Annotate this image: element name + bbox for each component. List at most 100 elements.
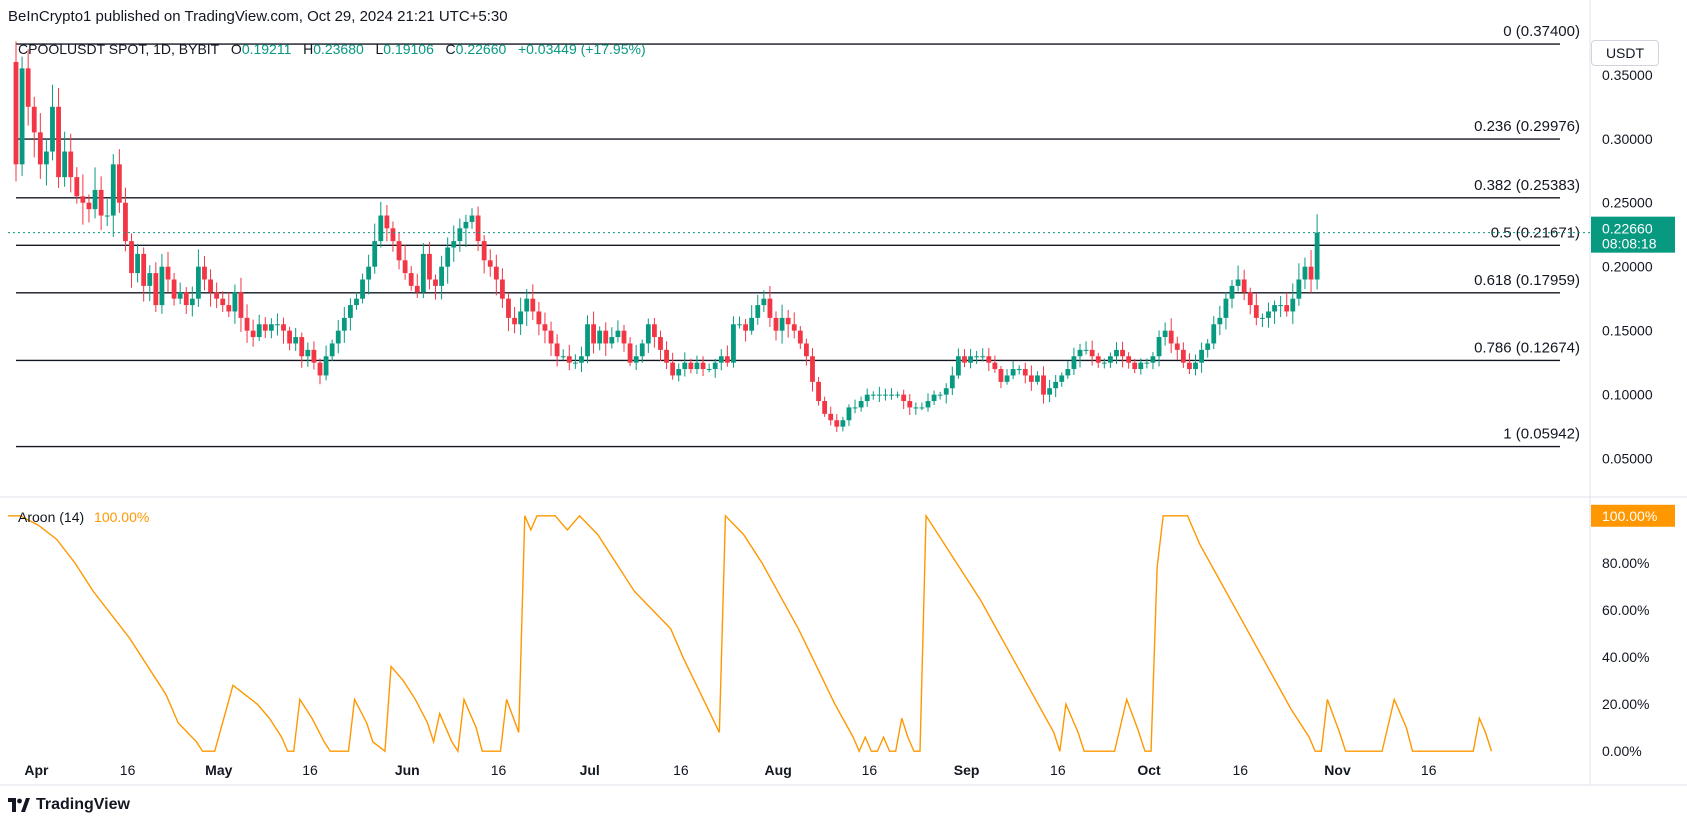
candle-body — [141, 253, 147, 286]
candle — [1296, 263, 1302, 306]
candle — [1162, 322, 1168, 346]
candle-body — [773, 317, 779, 331]
candle — [13, 41, 19, 182]
candle-body — [658, 337, 663, 350]
candle-body — [998, 369, 1004, 382]
candle-body — [1035, 375, 1040, 382]
candle — [220, 291, 226, 313]
candle — [512, 307, 517, 334]
candle — [1247, 287, 1253, 315]
candle — [1302, 257, 1308, 290]
candle-body — [196, 266, 201, 299]
candle-body — [627, 343, 633, 363]
price-tick-label: 0.20000 — [1602, 259, 1653, 275]
candle-body — [1156, 337, 1162, 357]
candle-body — [591, 324, 596, 344]
candle — [876, 386, 882, 402]
candle-body — [1278, 305, 1284, 307]
candle — [37, 113, 43, 179]
candle-body — [396, 241, 402, 261]
time-tick-label: Jul — [580, 762, 600, 778]
candle-body — [949, 375, 955, 389]
candle — [913, 402, 919, 415]
candle — [907, 394, 913, 416]
candle-body — [110, 164, 116, 216]
open-value: 0.19211 — [241, 41, 292, 57]
candle-body — [1205, 343, 1211, 350]
candle-body — [670, 362, 676, 376]
time-tick-label: May — [205, 762, 232, 778]
candle — [1065, 361, 1071, 379]
candle — [202, 255, 207, 291]
candle-body — [1308, 266, 1314, 280]
candle-body — [870, 394, 876, 396]
candle — [98, 176, 104, 231]
candle — [1101, 358, 1107, 369]
candle-body — [645, 324, 651, 344]
candle-body — [585, 324, 590, 357]
candle — [238, 277, 244, 332]
candle-body — [834, 420, 840, 427]
candle — [1199, 342, 1204, 373]
candle-body — [19, 68, 25, 165]
candle — [366, 254, 372, 295]
candle-body — [579, 356, 584, 363]
candle — [275, 313, 280, 336]
candle-body — [597, 330, 603, 344]
indicator-legend[interactable]: Aroon (14) 100.00% — [18, 509, 149, 525]
candle-body — [931, 394, 937, 402]
candle-body — [348, 305, 353, 318]
tradingview-logo[interactable]: TradingView — [8, 796, 130, 814]
candle-body — [433, 279, 438, 286]
candle — [475, 206, 481, 252]
candle — [639, 339, 645, 363]
time-tick-label: 16 — [1050, 762, 1066, 778]
candle-body — [1223, 298, 1229, 318]
candle-body — [1217, 317, 1223, 325]
candle-body — [828, 413, 834, 421]
indicator-value: 100.00% — [94, 509, 150, 525]
candle-body — [718, 356, 724, 363]
candle-body — [445, 247, 451, 267]
time-tick-label: Nov — [1324, 762, 1351, 778]
candle — [147, 265, 153, 302]
candle-body — [74, 177, 80, 197]
candle-body — [1199, 349, 1204, 363]
candle-body — [1284, 305, 1290, 312]
candle-body — [712, 362, 718, 370]
candle — [810, 348, 815, 392]
candle-body — [469, 215, 475, 222]
candle — [797, 326, 803, 349]
candle-body — [724, 356, 730, 363]
currency-selector[interactable]: USDT — [1591, 40, 1659, 66]
candle — [712, 358, 718, 378]
candle — [572, 354, 578, 369]
candle-body — [980, 356, 986, 358]
candle-body — [603, 330, 609, 344]
time-tick-label: Apr — [24, 762, 49, 778]
candle-body — [621, 330, 627, 344]
candle — [1144, 358, 1150, 369]
candle-body — [214, 292, 220, 299]
change-value: +0.03449 (+17.95%) — [517, 41, 646, 57]
high-value: 0.23680 — [313, 41, 364, 57]
candle-body — [1065, 369, 1071, 376]
candle-body — [506, 298, 511, 318]
aroon-tick-label: 0.00% — [1602, 743, 1642, 759]
candle-body — [1253, 305, 1259, 318]
candle — [615, 320, 621, 343]
candle-body — [682, 362, 688, 370]
candle — [883, 388, 888, 401]
candle-body — [493, 266, 499, 280]
candle — [92, 167, 98, 219]
candle-body — [1047, 388, 1052, 395]
candle-body — [329, 343, 335, 357]
candle — [1217, 305, 1223, 336]
candle — [755, 294, 761, 325]
candle — [493, 254, 499, 296]
candle — [901, 389, 907, 410]
candle — [828, 406, 834, 426]
candle — [44, 138, 49, 186]
candle — [481, 235, 487, 274]
